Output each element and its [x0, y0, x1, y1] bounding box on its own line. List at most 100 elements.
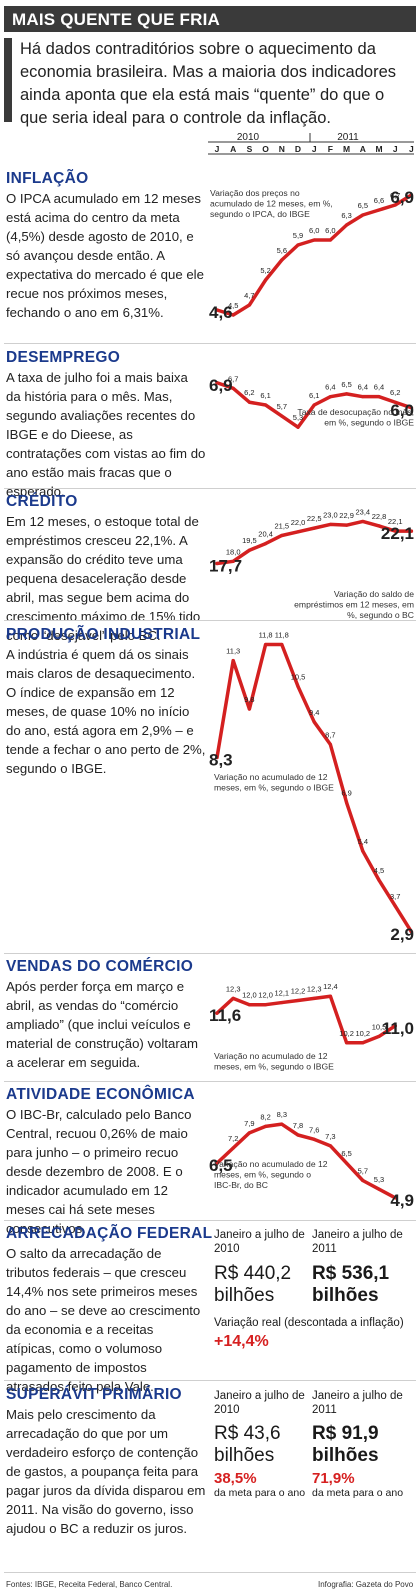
caption-line: segundo o IPCA, do IBGE: [210, 209, 310, 219]
producao-point: [345, 801, 349, 805]
superavit-p1-label: Janeiro a julho de 2010: [214, 1390, 305, 1416]
month-tick-label: J: [409, 144, 414, 154]
atividade-data-label: 5,3: [374, 1175, 384, 1184]
desemprego-data-label: 6,2: [390, 388, 400, 397]
credito-point: [393, 529, 397, 533]
atividade-data-label: 8,2: [260, 1112, 270, 1121]
intro-text: Há dados contraditórios sobre o aquecime…: [20, 40, 397, 127]
superavit-heading: SUPERÁVIT PRIMÁRIO: [6, 1386, 182, 1403]
credito-point: [361, 519, 365, 524]
desemprego-point: [328, 395, 332, 399]
atividade-text: O IBC-Br, calculado pelo Banco Central, …: [6, 1107, 192, 1236]
atividade-data-label: 6,5: [341, 1149, 351, 1158]
inflacao-point: [231, 313, 235, 317]
month-tick-label: J: [215, 144, 220, 154]
producao-point: [247, 707, 251, 711]
superavit-p1-pct-label: da meta para o ano: [214, 1487, 306, 1499]
vendas-data-label: 10,2: [355, 1029, 370, 1038]
producao-data-label: 11,8: [275, 630, 289, 639]
atividade-point: [312, 1137, 316, 1141]
vendas-point: [361, 1041, 365, 1045]
desemprego-data-label: 6,4: [374, 383, 384, 392]
credito-data-label: 23,4: [355, 507, 370, 516]
caption-line: Variação no acumulado de 12: [214, 772, 328, 782]
month-tick-label: J: [393, 144, 398, 154]
vendas-caption: Variação no acumulado de 12 meses, em %, …: [214, 1051, 334, 1072]
inflacao-data-label: 6,0: [325, 226, 335, 235]
atividade-caption: Variação no acumulado de 12 meses, em %, …: [214, 1159, 328, 1190]
credito-data-label: 22,1: [388, 517, 403, 526]
producao-point: [280, 642, 284, 647]
desemprego-point: [409, 406, 413, 410]
inflacao-data-label: 6,6: [374, 196, 384, 205]
desemprego-point: [361, 395, 365, 399]
atividade-data-label: 8,3: [277, 1110, 287, 1119]
vendas-point: [377, 1034, 381, 1039]
producao-point: [361, 849, 365, 853]
credito-data-label: 19,5: [242, 536, 257, 545]
divider: [4, 1380, 416, 1381]
vendas-point: [345, 1041, 349, 1045]
inflacao-point: [264, 278, 268, 282]
divider: [4, 488, 416, 489]
month-tick-label: A: [230, 144, 236, 154]
credito-point: [247, 548, 251, 552]
desemprego-data-label: 6,4: [358, 383, 368, 392]
vendas-point: [280, 1000, 284, 1005]
producao-text: A indústria é quem dá os sinais mais cla…: [6, 647, 206, 776]
desemprego-data-label: 6,1: [309, 391, 319, 400]
caption-line: meses, em %, segundo o IBGE: [214, 783, 334, 793]
vendas-point: [312, 996, 316, 1000]
atividade-point: [377, 1187, 381, 1191]
credito-data-label: 22,8: [372, 512, 387, 521]
credito-heading: CRÉDITO: [6, 493, 78, 510]
inflacao-data-label: 6,0: [309, 226, 319, 235]
desemprego-data-label: 6,2: [244, 388, 254, 397]
vendas-data-label: 10,2: [339, 1029, 354, 1038]
caption-line: meses, em %, segundo o: [214, 1170, 311, 1180]
credito-caption: Variação do saldo de empréstimos em 12 me…: [294, 589, 414, 620]
superavit-p1-pct: 38,5%: [214, 1470, 257, 1487]
atividade-point: [393, 1196, 397, 1200]
superavit-p2-pct-label: da meta para o ano: [312, 1487, 404, 1499]
desemprego-caption: Taxa de desocupação no mês, em %, segundo…: [297, 407, 414, 428]
vendas-endpoint-label: 11,6: [209, 1006, 241, 1025]
producao-data-label: 9,4: [309, 708, 319, 717]
vendas-series-line: [215, 994, 397, 1045]
vendas-point: [247, 1003, 251, 1007]
atividade-point: [328, 1144, 332, 1148]
atividade-data-label: 7,8: [293, 1121, 303, 1130]
credito-point: [280, 533, 284, 538]
arrecadacao-real-value: +14,4%: [214, 1333, 269, 1350]
producao-point: [231, 658, 235, 663]
inflacao-data-label: 6,7: [390, 191, 400, 200]
desemprego-data-label: 6,4: [325, 383, 335, 392]
arrecadacao-p1-label: Janeiro a julho de 2010: [214, 1229, 305, 1255]
inflacao-point: [345, 223, 349, 227]
producao-data-label: 9,8: [244, 695, 254, 704]
credito-point: [296, 530, 300, 534]
vendas-point: [328, 994, 332, 998]
producao-endpoint-label: 8,3: [209, 750, 233, 769]
atividade-endpoint-label: 6,5: [209, 1156, 233, 1175]
atividade-point: [247, 1131, 251, 1135]
title-bar: MAIS QUENTE QUE FRIA: [4, 6, 416, 32]
page-title: MAIS QUENTE QUE FRIA: [12, 10, 221, 29]
inflacao-data-label: 5,9: [293, 231, 303, 240]
desemprego-text: A taxa de julho foi a mais baixa da hist…: [6, 370, 206, 499]
caption-line: Variação do saldo de: [334, 589, 414, 599]
credito-data-label: 22,9: [339, 511, 354, 520]
credito-point: [215, 561, 219, 566]
producao-data-label: 10,5: [291, 672, 306, 681]
atividade-point: [345, 1161, 349, 1165]
atividade-point: [215, 1161, 219, 1165]
inflacao-point: [247, 303, 251, 307]
credito-point: [377, 524, 381, 528]
vendas-point: [215, 1011, 219, 1015]
credito-point: [345, 523, 349, 527]
credito-point: [409, 529, 413, 533]
inflacao-data-label: 6,3: [341, 211, 351, 220]
inflacao-caption: Variação dos preços no acumulado de 12 me…: [210, 188, 333, 219]
atividade-data-label: 7,2: [228, 1134, 238, 1143]
